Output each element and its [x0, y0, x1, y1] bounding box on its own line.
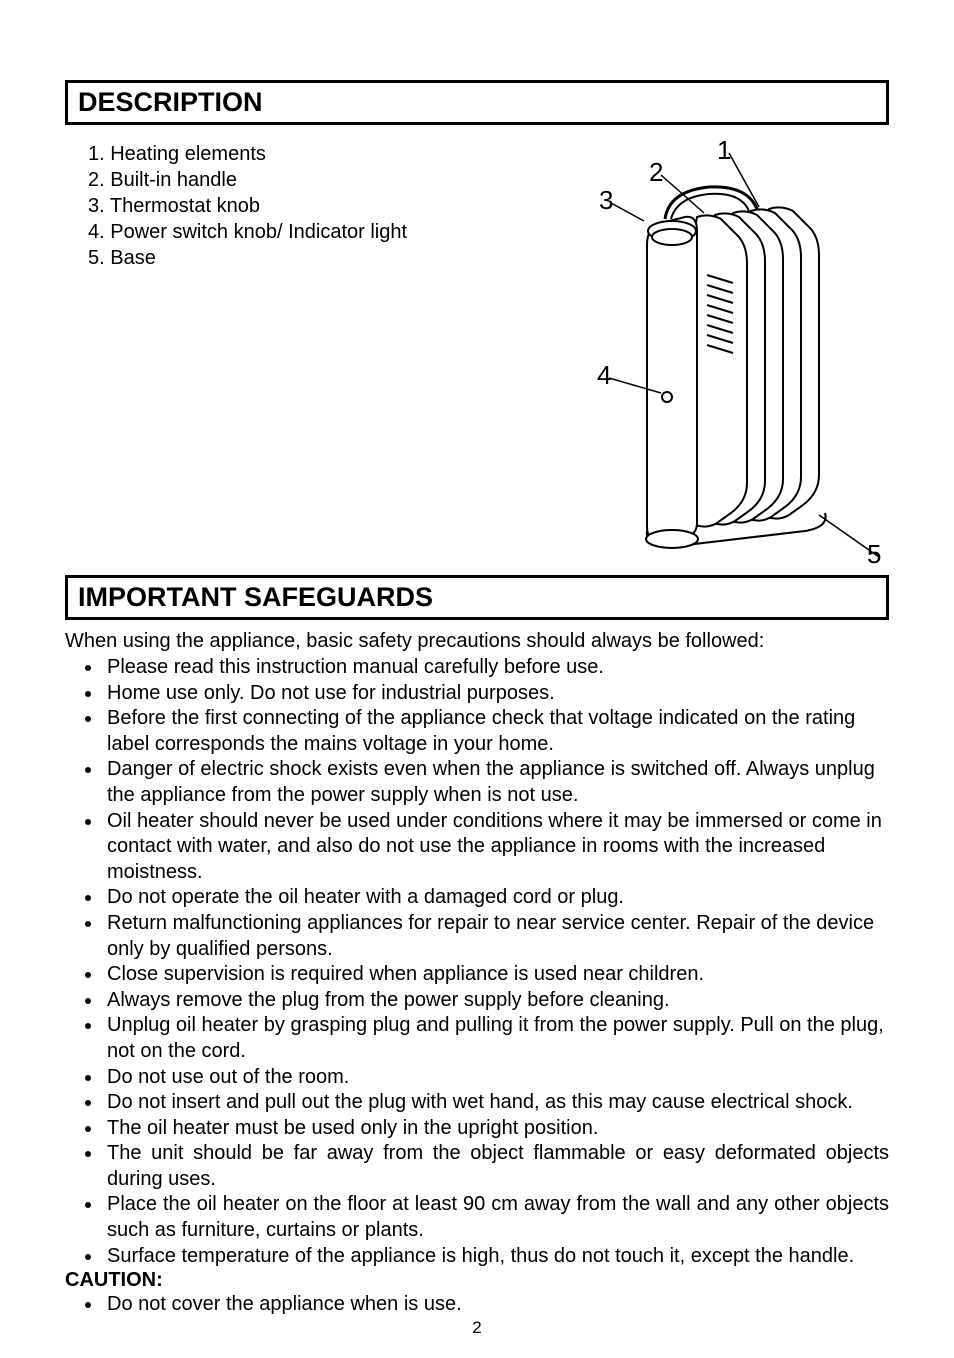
diagram-callout-4: 4	[597, 360, 611, 391]
diagram-callout-3: 3	[599, 185, 613, 216]
heater-svg	[469, 135, 889, 575]
safeguards-intro: When using the appliance, basic safety p…	[65, 630, 889, 653]
description-item: 5. Base	[88, 245, 469, 271]
caution-label: CAUTION:	[65, 1269, 889, 1292]
safeguards-heading-box: IMPORTANT SAFEGUARDS	[65, 575, 889, 620]
safeguard-item: Return malfunctioning appliances for rep…	[103, 911, 889, 962]
description-item: 1. Heating elements	[88, 141, 469, 167]
base-foot-front	[646, 530, 698, 548]
description-list-wrap: 1. Heating elements2. Built-in handle3. …	[65, 135, 469, 271]
caution-list: Do not cover the appliance when is use.	[65, 1292, 889, 1318]
safeguard-item: Do not insert and pull out the plug with…	[103, 1090, 889, 1116]
safeguard-item: Danger of electric shock exists even whe…	[103, 757, 889, 808]
diagram-callout-2: 2	[649, 157, 663, 188]
heater-diagram: 1 2 3 4 5	[469, 135, 889, 575]
description-item: 4. Power switch knob/ Indicator light	[88, 219, 469, 245]
safeguard-item: Do not use out of the room.	[103, 1065, 889, 1091]
indicator-light	[662, 392, 672, 402]
description-row: 1. Heating elements2. Built-in handle3. …	[65, 135, 889, 575]
safeguard-item: The oil heater must be used only in the …	[103, 1116, 889, 1142]
description-list: 1. Heating elements2. Built-in handle3. …	[70, 141, 469, 271]
safeguard-item: Home use only. Do not use for industrial…	[103, 681, 889, 707]
control-panel-body	[647, 217, 697, 541]
description-heading-box: DESCRIPTION	[65, 80, 889, 125]
safeguard-item: Oil heater should never be used under co…	[103, 809, 889, 886]
safeguard-item: Do not operate the oil heater with a dam…	[103, 885, 889, 911]
diagram-callout-5: 5	[867, 539, 881, 570]
safeguard-item: Unplug oil heater by grasping plug and p…	[103, 1013, 889, 1064]
heating-fins-group	[695, 207, 819, 526]
safeguard-item: Surface temperature of the appliance is …	[103, 1244, 889, 1270]
safeguards-list: Please read this instruction manual care…	[65, 655, 889, 1269]
description-item: 2. Built-in handle	[88, 167, 469, 193]
safeguard-item: The unit should be far away from the obj…	[103, 1141, 889, 1192]
page-number: 2	[0, 1318, 954, 1338]
safeguard-item: Place the oil heater on the floor at lea…	[103, 1192, 889, 1243]
manual-page: DESCRIPTION 1. Heating elements2. Built-…	[0, 0, 954, 1358]
description-item: 3. Thermostat knob	[88, 193, 469, 219]
safeguards-heading: IMPORTANT SAFEGUARDS	[78, 582, 876, 613]
safeguard-item: Please read this instruction manual care…	[103, 655, 889, 681]
caution-item: Do not cover the appliance when is use.	[103, 1292, 889, 1318]
safeguard-item: Before the first connecting of the appli…	[103, 706, 889, 757]
description-heading: DESCRIPTION	[78, 87, 876, 118]
diagram-callout-1: 1	[717, 135, 731, 166]
safeguard-item: Always remove the plug from the power su…	[103, 988, 889, 1014]
safeguard-item: Close supervision is required when appli…	[103, 962, 889, 988]
